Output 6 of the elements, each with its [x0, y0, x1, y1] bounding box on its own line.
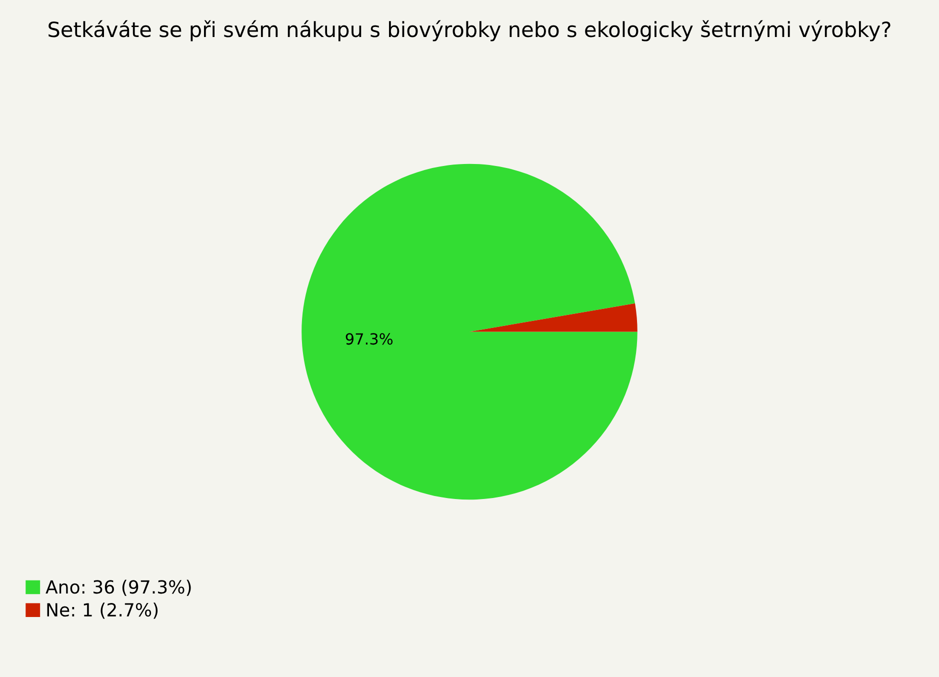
chart-title: Setkáváte se při svém nákupu s biovýrobky nebo s ekologicky šetrnými výrobky? — [48, 20, 890, 42]
pie-slice — [302, 164, 638, 500]
pie-slice — [470, 303, 638, 332]
legend-label: Ne: 1 (2.7%) — [47, 602, 158, 619]
data-label: 97.3% — [346, 333, 393, 345]
legend-label: Ano: 36 (97.3%) — [46, 580, 191, 596]
